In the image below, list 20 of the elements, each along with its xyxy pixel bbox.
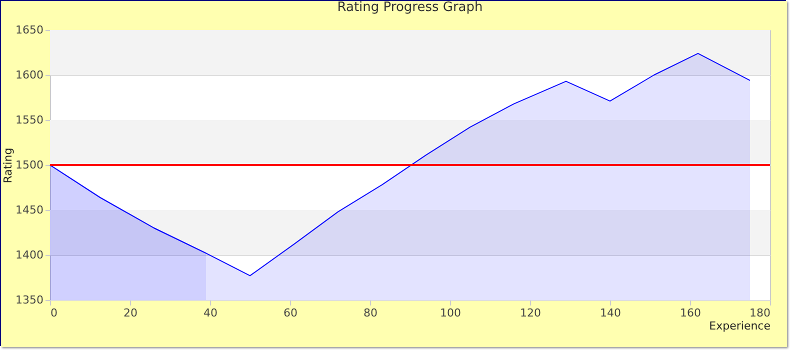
y-axis-title: Rating bbox=[2, 148, 15, 184]
y-tick-label: 1500 bbox=[16, 158, 44, 172]
y-tick-label: 1400 bbox=[16, 248, 44, 262]
x-tick-label: 180 bbox=[750, 306, 770, 320]
chart-title: Rating Progress Graph bbox=[337, 0, 483, 15]
x-tick-label: 40 bbox=[204, 306, 218, 320]
y-tick-label: 1600 bbox=[16, 68, 44, 82]
x-tick-label: 120 bbox=[520, 306, 541, 320]
x-tick-label: 160 bbox=[680, 306, 701, 320]
x-tick-label: 0 bbox=[50, 306, 58, 320]
x-tick-label: 60 bbox=[284, 306, 298, 320]
x-tick-label: 80 bbox=[364, 306, 378, 320]
x-axis-title: Experience bbox=[709, 320, 771, 332]
x-tick-label: 20 bbox=[124, 306, 138, 320]
y-tick-label: 1450 bbox=[16, 204, 44, 216]
x-tick-label: 100 bbox=[440, 306, 461, 320]
y-tick-label: 1350 bbox=[16, 294, 44, 306]
y-tick-label: 1650 bbox=[16, 24, 44, 36]
x-tick-label: 140 bbox=[600, 306, 621, 320]
y-tick-label: 1550 bbox=[16, 114, 44, 126]
